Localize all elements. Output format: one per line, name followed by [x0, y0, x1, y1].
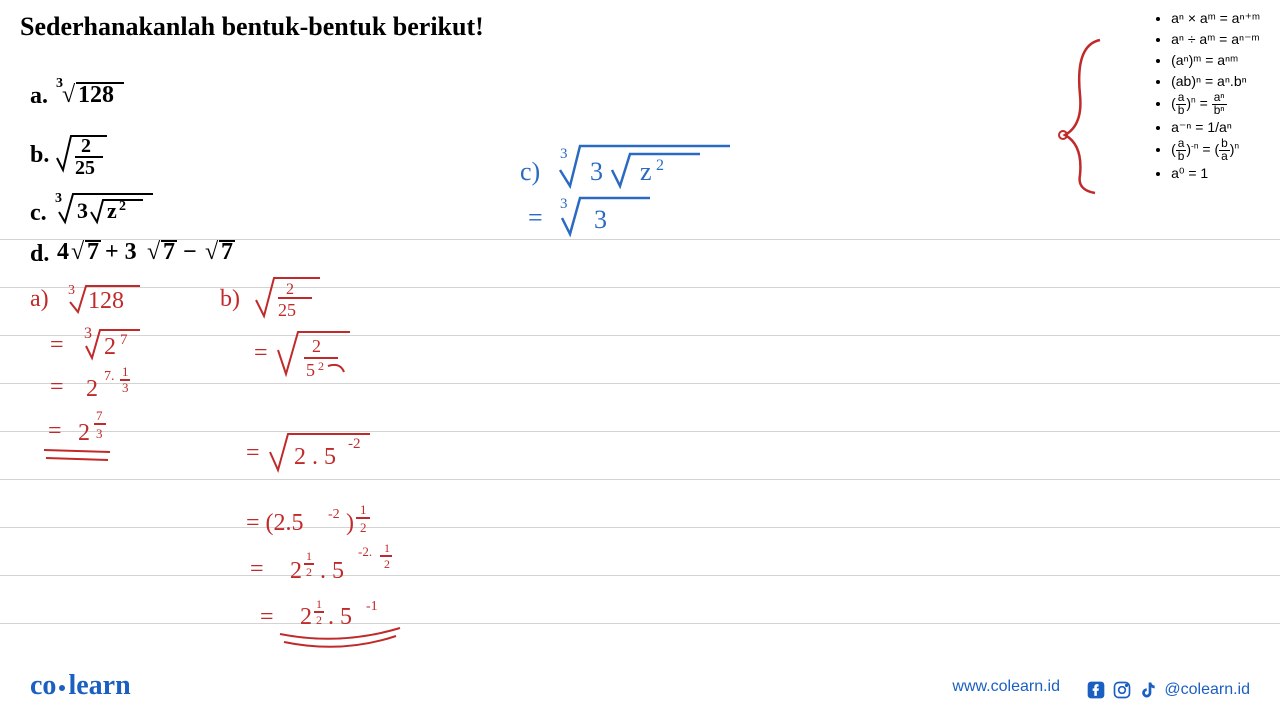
svg-text:2: 2 [306, 565, 312, 579]
exponent-rules: aⁿ × aᵐ = aⁿ⁺ᵐ aⁿ ÷ aᵐ = aⁿ⁻ᵐ (aⁿ)ᵐ = aⁿ… [1157, 8, 1260, 184]
svg-text:3: 3 [122, 380, 129, 395]
problem-a: a. 3 √ 128 [30, 75, 134, 110]
svg-text:2 . 5: 2 . 5 [294, 444, 336, 470]
svg-text:=: = [254, 340, 268, 366]
svg-text:): ) [346, 510, 354, 536]
svg-text:25: 25 [75, 157, 95, 179]
label-c: c. [30, 200, 47, 226]
svg-text:=: = [50, 374, 64, 400]
rule-3: (aⁿ)ᵐ = aⁿᵐ [1171, 50, 1260, 71]
work-a: a) 3 128 = 3 2 7 = 2 7. 1 3 = 2 7 3 [30, 280, 200, 480]
svg-text:2: 2 [290, 558, 302, 584]
rule-8: a⁰ = 1 [1171, 163, 1260, 184]
svg-text:1: 1 [306, 549, 312, 563]
rule-7: (ab)-n = (ba)n [1171, 138, 1260, 163]
svg-text:z: z [107, 198, 117, 223]
svg-text:z: z [640, 157, 652, 186]
rule-1: aⁿ × aᵐ = aⁿ⁺ᵐ [1171, 8, 1260, 29]
work-b: b) 2 25 = 2 5 2 = 2 . 5 -2 = (2.5 -2 ) 1… [220, 276, 470, 676]
rule-2: aⁿ ÷ aᵐ = aⁿ⁻ᵐ [1171, 29, 1260, 50]
svg-text:128: 128 [78, 82, 114, 108]
svg-text:=: = [246, 440, 260, 466]
svg-text:2: 2 [78, 420, 90, 446]
svg-text:2: 2 [318, 359, 324, 373]
svg-text:3: 3 [96, 426, 103, 441]
tiktok-icon [1138, 680, 1158, 700]
instagram-icon [1112, 680, 1132, 700]
work-c: c) 3 3 z 2 = 3 3 [520, 140, 770, 250]
svg-text:1: 1 [384, 541, 390, 555]
svg-text:-1: -1 [366, 599, 378, 614]
svg-text:2: 2 [360, 520, 367, 535]
logo-learn: learn [68, 670, 130, 701]
svg-text:= (2.5: = (2.5 [246, 510, 304, 536]
brand-logo: colearn [30, 670, 131, 702]
svg-text:128: 128 [88, 288, 124, 314]
svg-text:3: 3 [560, 146, 568, 162]
label-a: a. [30, 83, 48, 109]
svg-text:2: 2 [656, 157, 664, 174]
social-handle: @colearn.id [1164, 681, 1250, 699]
svg-text:√: √ [62, 82, 76, 108]
svg-text:. 5: . 5 [328, 604, 352, 630]
rule-6: a⁻ⁿ = 1/aⁿ [1171, 117, 1260, 138]
svg-text:2: 2 [300, 604, 312, 630]
logo-dot-icon [59, 685, 65, 691]
svg-text:=: = [260, 604, 274, 630]
svg-text:=: = [250, 556, 264, 582]
svg-text:7.: 7. [104, 369, 115, 384]
svg-text:. 5: . 5 [320, 558, 344, 584]
logo-co: co [30, 670, 56, 701]
svg-text:2: 2 [286, 281, 294, 298]
svg-text:1: 1 [316, 597, 322, 611]
svg-text:3: 3 [590, 157, 603, 186]
svg-text:1: 1 [122, 364, 129, 379]
svg-text:3: 3 [77, 198, 88, 223]
label-b: b. [30, 142, 49, 168]
svg-text:7: 7 [120, 332, 128, 348]
svg-text:2: 2 [86, 376, 98, 402]
svg-text:3: 3 [560, 196, 568, 212]
footer-social: @colearn.id [1086, 680, 1250, 700]
svg-text:-2: -2 [328, 507, 340, 522]
facebook-icon [1086, 680, 1106, 700]
svg-text:c): c) [520, 157, 540, 186]
svg-text:=: = [50, 332, 64, 358]
svg-text:2: 2 [119, 199, 126, 214]
page-title: Sederhanakanlah bentuk-bentuk berikut! [20, 12, 484, 42]
svg-text:a): a) [30, 286, 49, 312]
svg-text:-2.: -2. [358, 544, 372, 559]
svg-text:25: 25 [278, 300, 296, 320]
rule-5: (ab)n = aⁿbⁿ [1171, 92, 1260, 117]
svg-text:=: = [48, 418, 62, 444]
svg-text:5: 5 [306, 360, 315, 380]
svg-text:-2: -2 [348, 436, 361, 452]
svg-text:3: 3 [594, 205, 607, 234]
svg-text:1: 1 [360, 502, 367, 517]
svg-text:2: 2 [104, 334, 116, 360]
svg-text:=: = [528, 203, 543, 232]
svg-text:b): b) [220, 286, 240, 312]
svg-text:2: 2 [312, 336, 321, 356]
svg-text:3: 3 [55, 191, 62, 206]
problem-b: b. 2 25 [30, 130, 125, 180]
problem-c: c. 3 3 z 2 [30, 190, 163, 228]
rule-4: (ab)ⁿ = aⁿ.bⁿ [1171, 71, 1260, 92]
svg-text:7: 7 [96, 408, 103, 423]
svg-text:3: 3 [84, 325, 92, 342]
svg-text:3: 3 [68, 283, 75, 298]
svg-text:2: 2 [316, 613, 322, 627]
footer-url: www.colearn.id [952, 678, 1060, 696]
svg-text:2: 2 [384, 557, 390, 571]
svg-text:2: 2 [81, 135, 91, 157]
bracket-icon [1055, 35, 1115, 195]
